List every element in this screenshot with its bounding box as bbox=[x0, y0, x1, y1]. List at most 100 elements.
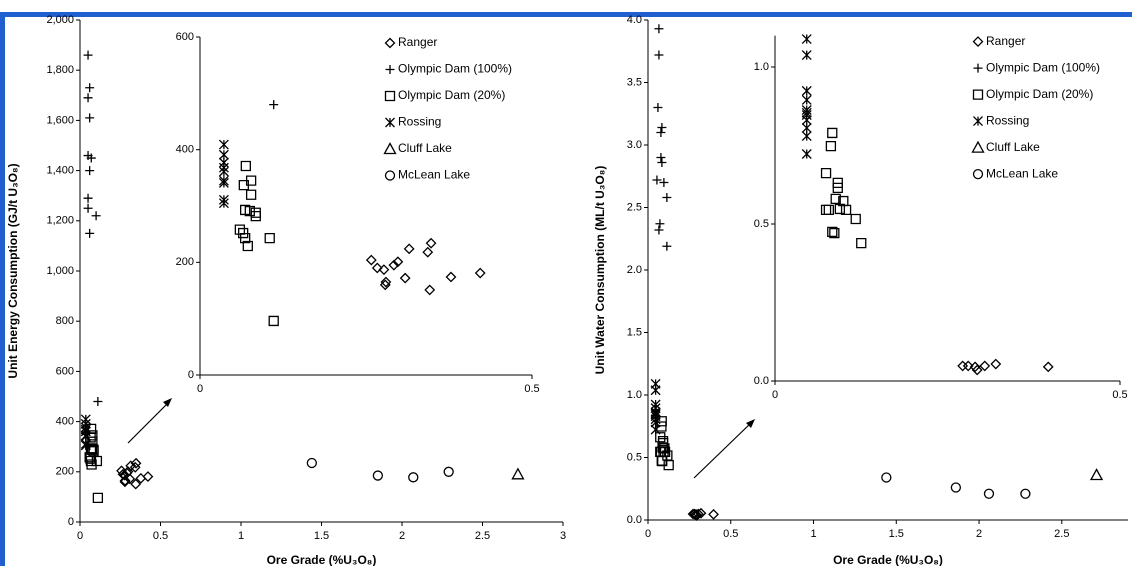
y-tick-label: 1,600 bbox=[46, 114, 74, 126]
point bbox=[83, 50, 93, 60]
point bbox=[1020, 488, 1031, 499]
point bbox=[250, 210, 261, 222]
point bbox=[218, 166, 229, 177]
point bbox=[823, 204, 834, 216]
point bbox=[708, 508, 719, 520]
point bbox=[83, 93, 93, 103]
y-tick-label: 3.0 bbox=[627, 139, 642, 151]
point bbox=[388, 259, 400, 271]
point bbox=[245, 175, 257, 186]
point bbox=[801, 85, 812, 96]
point bbox=[659, 443, 670, 454]
x-tick-label: 1 bbox=[810, 528, 816, 540]
y-tick-label: 1.0 bbox=[627, 389, 642, 401]
legend-marker bbox=[972, 36, 984, 48]
top-border bbox=[0, 12, 1132, 17]
point bbox=[408, 472, 419, 483]
inset-background bbox=[160, 29, 542, 397]
inset-background bbox=[735, 27, 1130, 403]
legend-label: Olympic Dam (20%) bbox=[986, 87, 1093, 101]
legend-label: Ranger bbox=[986, 34, 1025, 48]
point bbox=[92, 492, 104, 504]
point bbox=[380, 276, 392, 288]
point bbox=[240, 160, 251, 172]
point bbox=[86, 459, 97, 470]
point bbox=[83, 193, 93, 203]
x-axis-title: Ore Grade (%U₃O₈) bbox=[833, 553, 943, 566]
point bbox=[306, 457, 317, 469]
point bbox=[662, 241, 672, 251]
point bbox=[692, 508, 704, 520]
point bbox=[80, 440, 91, 451]
point bbox=[218, 198, 229, 209]
point bbox=[365, 254, 377, 266]
legend-marker bbox=[383, 142, 397, 155]
y-axis-title: Unit Water Consumption (ML/t U₃O₈) bbox=[593, 166, 607, 375]
y-tick-label: 0 bbox=[188, 369, 194, 381]
point bbox=[840, 204, 852, 216]
arrow bbox=[127, 400, 171, 444]
y-tick-label: 2.5 bbox=[627, 201, 642, 213]
x-tick-label: 0 bbox=[197, 383, 203, 395]
point bbox=[142, 471, 154, 482]
point bbox=[424, 284, 436, 296]
y-tick-label: 4.0 bbox=[627, 14, 642, 26]
legend-marker bbox=[384, 90, 396, 102]
point bbox=[832, 182, 843, 194]
x-tick-label: 3 bbox=[560, 530, 566, 542]
point bbox=[116, 465, 127, 477]
legend-marker bbox=[384, 37, 396, 49]
legend-marker bbox=[972, 89, 984, 100]
point bbox=[830, 193, 841, 205]
point bbox=[218, 149, 229, 160]
point bbox=[474, 267, 486, 279]
y-tick-label: 2,000 bbox=[46, 14, 74, 26]
point bbox=[378, 264, 390, 276]
x-tick-label: 2.5 bbox=[1054, 528, 1069, 540]
point bbox=[80, 431, 91, 442]
y-tick-label: 200 bbox=[56, 466, 74, 478]
point bbox=[379, 279, 391, 291]
point bbox=[91, 455, 103, 467]
arrow bbox=[693, 421, 753, 479]
point bbox=[801, 50, 812, 61]
legend-marker bbox=[384, 170, 396, 181]
point bbox=[392, 256, 404, 268]
point bbox=[827, 226, 838, 237]
point bbox=[656, 153, 666, 162]
y-tick-label: 1,000 bbox=[46, 265, 74, 277]
point bbox=[801, 122, 812, 133]
legend-label: Rossing bbox=[986, 113, 1029, 127]
point bbox=[656, 128, 666, 137]
y-tick-label: 400 bbox=[56, 416, 74, 428]
y-tick-label: 0.0 bbox=[627, 514, 642, 526]
point bbox=[990, 358, 1002, 370]
point bbox=[654, 50, 664, 60]
legend-marker bbox=[973, 63, 983, 73]
x-tick-label: 1 bbox=[238, 530, 244, 542]
point bbox=[983, 488, 995, 499]
y-tick-label: 1,400 bbox=[46, 165, 74, 177]
point bbox=[511, 467, 525, 480]
point bbox=[663, 459, 674, 471]
point bbox=[827, 127, 838, 139]
point bbox=[86, 443, 98, 455]
y-tick-label: 0.5 bbox=[627, 451, 642, 463]
point bbox=[657, 158, 667, 167]
point bbox=[825, 140, 837, 152]
legend-label: Olympic Dam (20%) bbox=[398, 88, 505, 102]
point bbox=[399, 272, 411, 284]
point bbox=[245, 189, 257, 200]
point bbox=[659, 178, 669, 187]
point bbox=[83, 203, 93, 213]
x-tick-label: 2 bbox=[399, 530, 405, 542]
point bbox=[244, 205, 255, 217]
point bbox=[268, 315, 279, 327]
point bbox=[654, 225, 664, 235]
y-tick-label: 1.0 bbox=[754, 61, 769, 73]
y-tick-label: 0 bbox=[68, 516, 74, 528]
x-tick-label: 2 bbox=[976, 528, 982, 540]
x-tick-label: 0 bbox=[77, 530, 83, 542]
y-tick-label: 2.0 bbox=[627, 264, 642, 276]
point bbox=[269, 100, 279, 110]
